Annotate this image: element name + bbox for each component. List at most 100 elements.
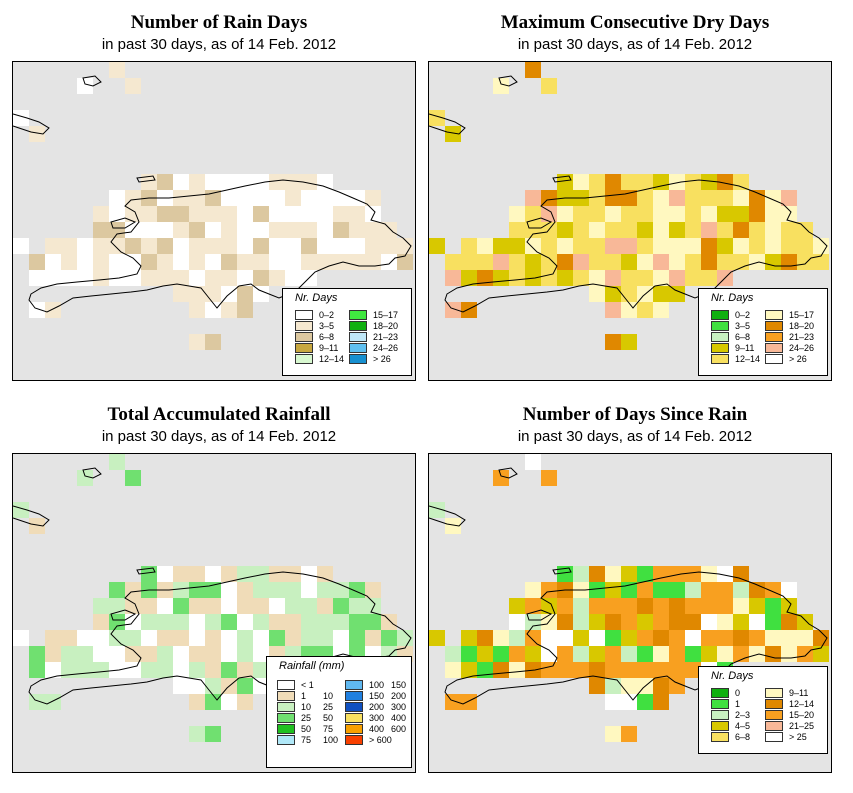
grid-cell	[29, 126, 45, 142]
legend-label: 600	[391, 723, 407, 734]
grid-cell	[253, 286, 269, 302]
grid-cell	[701, 566, 717, 582]
legend-item: 24–26	[765, 342, 814, 353]
grid-cell	[685, 238, 701, 254]
grid-cell	[237, 190, 253, 206]
grid-cell	[237, 614, 253, 630]
grid-cell	[653, 598, 669, 614]
grid-cell	[125, 238, 141, 254]
grid-cell	[717, 630, 733, 646]
grid-cell	[285, 598, 301, 614]
legend-label: 1	[301, 690, 307, 701]
grid-cell	[189, 190, 205, 206]
grid-cell	[173, 646, 189, 662]
grid-cell	[109, 254, 125, 270]
grid-cell	[653, 270, 669, 286]
legend-item: 21–23	[765, 331, 814, 342]
grid-cell	[141, 598, 157, 614]
grid-cell	[733, 598, 749, 614]
grid-cell	[157, 254, 173, 270]
grid-cell	[573, 238, 589, 254]
coastline	[136, 175, 156, 183]
grid-cell	[253, 206, 269, 222]
grid-cell	[637, 582, 653, 598]
grid-cell	[429, 630, 445, 646]
grid-cell	[365, 206, 381, 222]
grid-cell	[285, 582, 301, 598]
grid-cell	[221, 254, 237, 270]
grid-cell	[701, 174, 717, 190]
grid-cell	[461, 646, 477, 662]
grid-cell	[157, 614, 173, 630]
grid-cell	[237, 678, 253, 694]
grid-cell	[253, 582, 269, 598]
grid-cell	[237, 270, 253, 286]
grid-cell	[237, 302, 253, 318]
grid-cell	[653, 286, 669, 302]
legend-label: 0	[735, 687, 741, 698]
grid-cell	[285, 206, 301, 222]
legend-item: 0	[711, 687, 750, 698]
legend-label: 200	[369, 701, 385, 712]
grid-cell	[557, 174, 573, 190]
grid-cell	[77, 646, 93, 662]
legend-label: 10	[323, 690, 334, 701]
legend-label: 25	[323, 701, 334, 712]
grid-cell	[365, 630, 381, 646]
grid-cell	[237, 646, 253, 662]
legend-label: 100	[369, 679, 385, 690]
legend-swatch	[277, 734, 295, 745]
coastline	[498, 467, 518, 479]
grid-cell	[685, 598, 701, 614]
grid-cell	[557, 662, 573, 678]
grid-cell	[93, 222, 109, 238]
grid-cell	[605, 566, 621, 582]
grid-cell	[717, 174, 733, 190]
legend-swatch	[349, 342, 367, 353]
grid-cell	[525, 630, 541, 646]
grid-cell	[461, 302, 477, 318]
legend-label: 3–5	[319, 320, 335, 331]
grid-cell	[141, 222, 157, 238]
grid-cell	[749, 254, 765, 270]
grid-cell	[349, 238, 365, 254]
grid-cell	[605, 630, 621, 646]
grid-cell	[765, 254, 781, 270]
grid-cell	[589, 614, 605, 630]
grid-cell	[541, 78, 557, 94]
grid-cell	[173, 630, 189, 646]
legend-label: 0–2	[319, 309, 335, 320]
grid-cell	[605, 678, 621, 694]
grid-cell	[301, 598, 317, 614]
grid-cell	[653, 646, 669, 662]
legend-item: 0–2	[711, 309, 760, 320]
grid-cell	[685, 662, 701, 678]
grid-cell	[669, 566, 685, 582]
grid-cell	[429, 238, 445, 254]
grid-cell	[93, 630, 109, 646]
legend-swatch	[711, 309, 729, 320]
legend-swatch	[711, 720, 729, 731]
legend-swatch	[711, 353, 729, 364]
grid-cell	[189, 206, 205, 222]
grid-cell	[205, 238, 221, 254]
grid-cell	[461, 662, 477, 678]
grid-cell	[445, 126, 461, 142]
grid-cell	[461, 694, 477, 710]
legend-swatch	[711, 709, 729, 720]
grid-cell	[701, 206, 717, 222]
grid-cell	[669, 614, 685, 630]
grid-cell	[205, 726, 221, 742]
grid-cell	[461, 238, 477, 254]
legend-item: 15–17	[349, 309, 398, 320]
grid-cells	[13, 454, 413, 742]
grid-cell	[573, 598, 589, 614]
map-graphic	[13, 454, 413, 742]
grid-cell	[717, 206, 733, 222]
grid-cell	[221, 206, 237, 222]
grid-cell	[541, 206, 557, 222]
grid-cell	[493, 254, 509, 270]
grid-cell	[77, 470, 93, 486]
grid-cell	[205, 302, 221, 318]
grid-cell	[205, 678, 221, 694]
